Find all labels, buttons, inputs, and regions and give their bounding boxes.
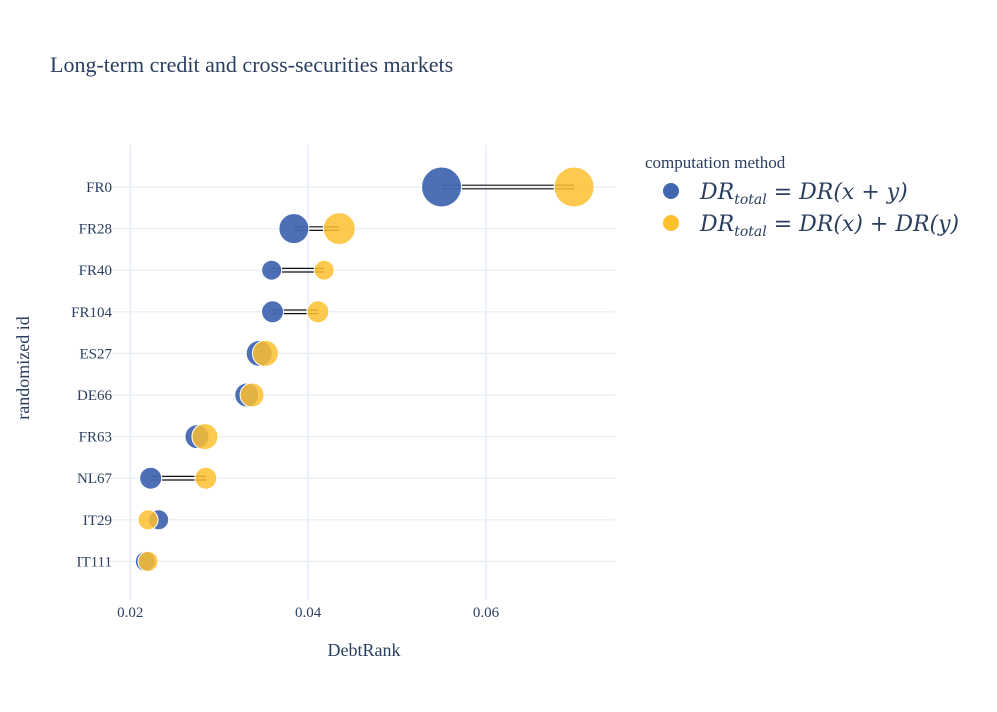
- y-tick-label: FR104: [71, 305, 112, 321]
- y-tick-label: IT29: [83, 513, 112, 529]
- y-tick-label: FR0: [86, 180, 112, 196]
- marker-dr-x-plus-dr-y: [191, 423, 219, 451]
- y-tick-label: FR28: [79, 222, 112, 238]
- marker-dr-x-plus-dr-y: [251, 339, 279, 367]
- x-axis-title: DebtRank: [328, 640, 401, 660]
- marker-dr-x-plus-y: [278, 213, 310, 245]
- marker-dr-x-plus-dr-y: [553, 166, 595, 208]
- legend-marker: [663, 183, 679, 199]
- y-axis-ticks: FR0 FR28 FR40 FR104 ES27 DE66 FR63 NL67 IT29 IT11…: [71, 180, 112, 570]
- y-axis-title: randomized id: [13, 316, 33, 419]
- legend: computation method DRtotal = DR(x + y) DR…: [645, 153, 959, 240]
- y-tick-label: ES27: [79, 346, 112, 362]
- y-tick-label: IT111: [76, 554, 112, 570]
- chart-title: Long-term credit and cross-securities ma…: [50, 52, 453, 77]
- marker-dr-x-plus-y: [421, 166, 463, 208]
- legend-marker: [663, 215, 679, 231]
- marker-dr-x-plus-dr-y: [239, 382, 265, 408]
- marker-dr-x-plus-y: [139, 466, 163, 490]
- marker-dr-x-plus-dr-y: [137, 550, 159, 572]
- legend-label: DRtotal = DR(x + y): [699, 180, 908, 208]
- y-tick-label: FR40: [79, 263, 112, 279]
- data-markers: [134, 166, 595, 572]
- y-tick-label: DE66: [77, 388, 112, 404]
- grid: [108, 145, 615, 600]
- legend-label: DRtotal = DR(x) + DR(y): [699, 212, 959, 240]
- x-tick-label: 0.04: [295, 605, 322, 621]
- y-tick-label: NL67: [77, 471, 112, 487]
- marker-dr-x-plus-y: [261, 259, 283, 281]
- marker-dr-x-plus-dr-y: [137, 509, 159, 531]
- marker-dr-x-plus-y: [261, 300, 285, 324]
- x-tick-label: 0.06: [473, 605, 500, 621]
- marker-dr-x-plus-dr-y: [313, 259, 335, 281]
- marker-dr-x-plus-dr-y: [194, 466, 218, 490]
- legend-title: computation method: [645, 153, 786, 172]
- y-tick-label: FR63: [79, 430, 112, 446]
- x-axis-ticks: 0.02 0.04 0.06: [117, 605, 500, 621]
- connectors: [145, 184, 575, 564]
- x-tick-label: 0.02: [117, 605, 143, 621]
- marker-dr-x-plus-dr-y: [306, 300, 330, 324]
- marker-dr-x-plus-dr-y: [322, 212, 356, 246]
